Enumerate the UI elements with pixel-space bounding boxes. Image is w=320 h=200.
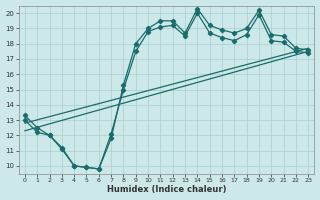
X-axis label: Humidex (Indice chaleur): Humidex (Indice chaleur) <box>107 185 226 194</box>
